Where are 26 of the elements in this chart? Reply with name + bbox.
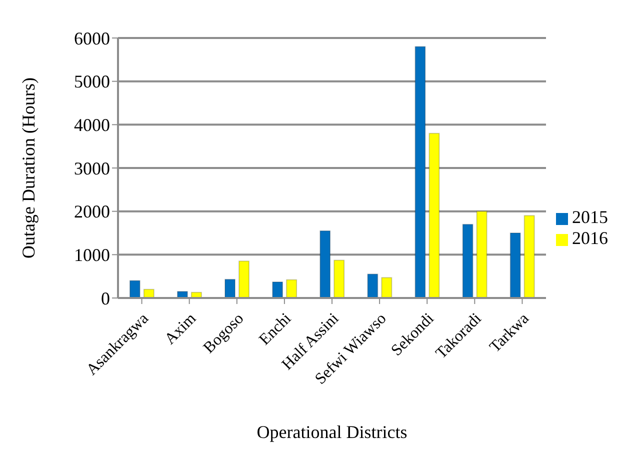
bar <box>272 281 284 298</box>
y-tick-label: 3000 <box>74 158 110 178</box>
x-axis-title: Operational Districts <box>256 422 408 442</box>
bar <box>224 278 236 298</box>
bar <box>334 260 345 298</box>
bar <box>462 224 474 298</box>
bar <box>414 46 426 298</box>
y-tick-label: 0 <box>101 288 110 308</box>
bar <box>524 215 535 298</box>
y-tick-label: 2000 <box>74 202 110 222</box>
bar <box>428 132 440 298</box>
bar <box>510 232 521 298</box>
bar <box>238 260 250 298</box>
y-tick-label: 6000 <box>74 28 110 48</box>
legend-label: 2016 <box>572 228 608 248</box>
legend-label: 2015 <box>572 207 608 227</box>
y-tick-label: 4000 <box>74 115 110 136</box>
bar <box>381 277 392 298</box>
y-axis-title: Outage Duration (Hours) <box>18 78 38 258</box>
bar <box>367 274 378 298</box>
bar <box>320 230 331 298</box>
bar <box>286 279 298 298</box>
y-tick-label: 1000 <box>74 245 110 266</box>
y-tick-label: 5000 <box>74 72 110 92</box>
bar <box>129 280 140 298</box>
bar <box>476 210 488 298</box>
